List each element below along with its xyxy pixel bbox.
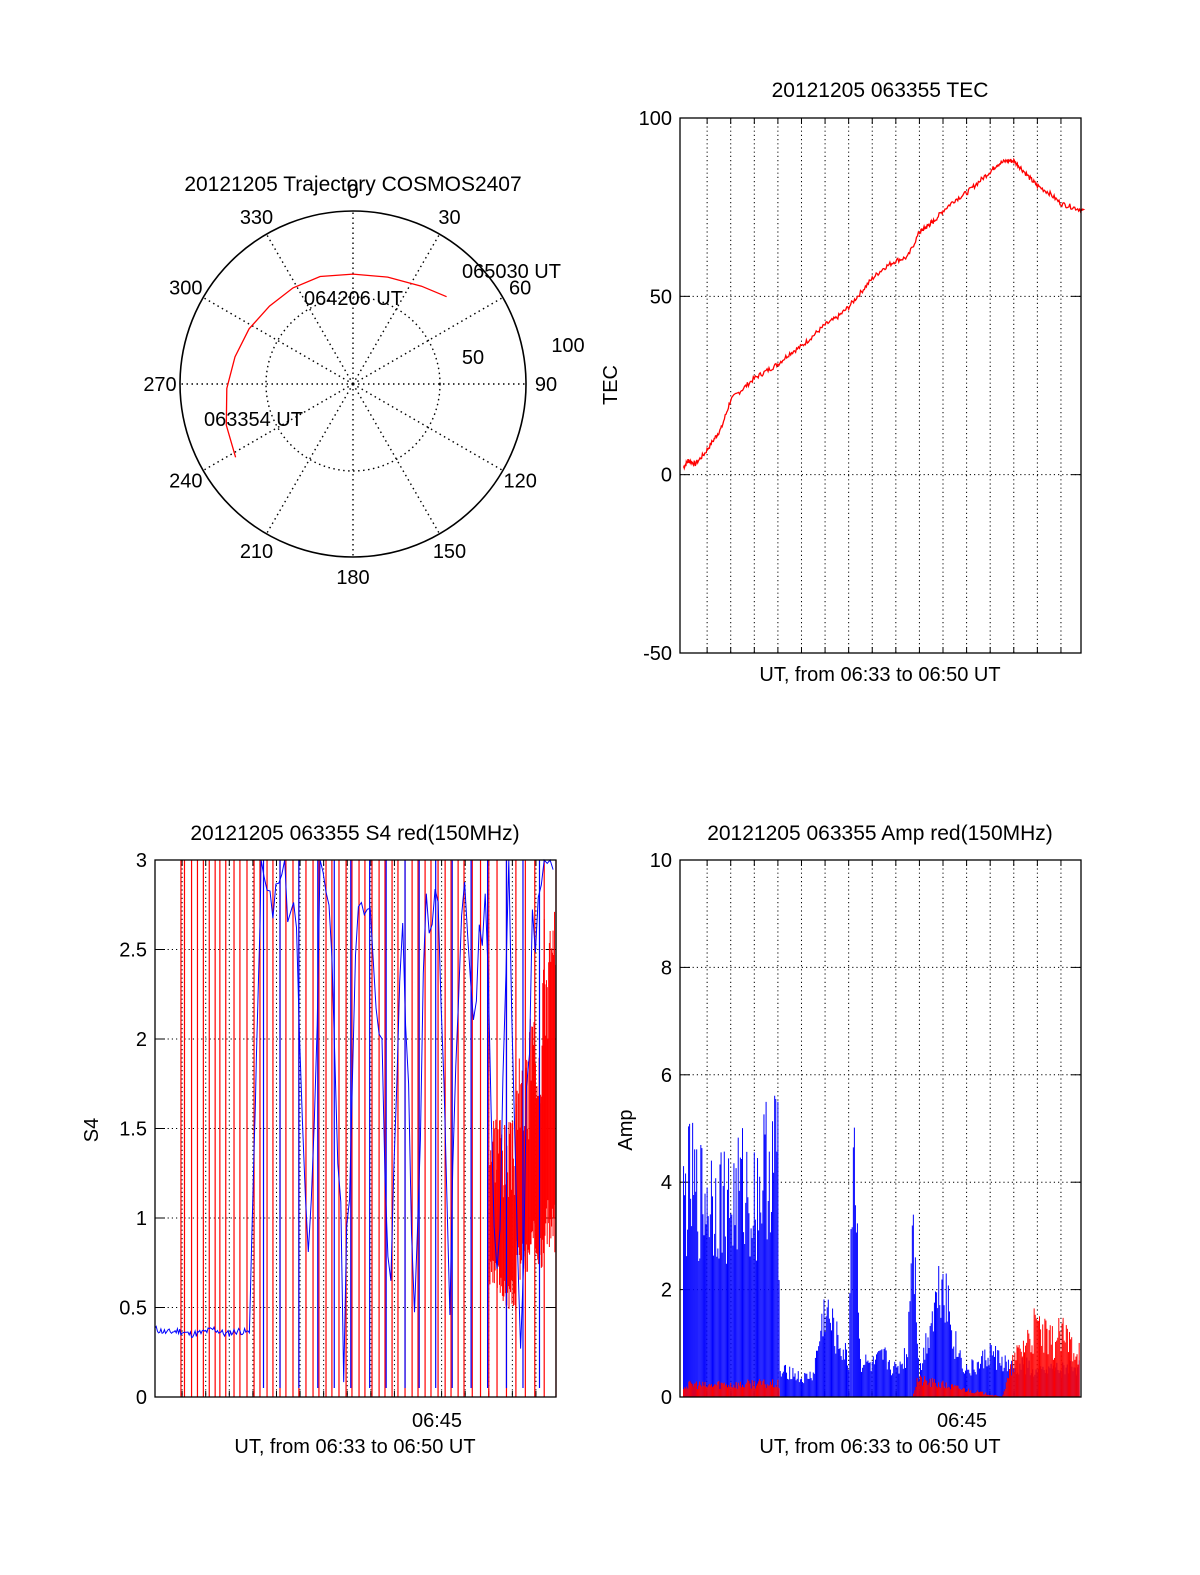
- amp-ytick-label-3: 4: [661, 1172, 672, 1194]
- annotation-mid-time: 064206 UT: [304, 288, 403, 310]
- tec-plot-frame: [679, 117, 1082, 654]
- s4-ytick-label-1: 2.5: [119, 940, 147, 962]
- annotation-end-time: 065030 UT: [462, 261, 561, 283]
- amp-ytick-label-5: 0: [661, 1387, 672, 1409]
- amp-title: 20121205 063355 Amp red(150MHz): [707, 822, 1053, 845]
- tec-x-axis-label: UT, from 06:33 to 06:50 UT: [759, 664, 1000, 686]
- amp-x-axis-label: UT, from 06:33 to 06:50 UT: [759, 1436, 1000, 1458]
- s4-ytick-label-6: 0: [136, 1387, 147, 1409]
- s4-ytick-label-4: 1: [136, 1208, 147, 1230]
- polar-inner-circle: [265, 296, 441, 472]
- azimuth-label-210: 210: [240, 541, 273, 563]
- azimuth-label-90: 90: [535, 374, 557, 396]
- azimuth-label-270: 270: [143, 374, 176, 396]
- azimuth-label-0: 0: [347, 181, 358, 203]
- tec-chart: 20121205 063355 TEC 100 50 0 -50 TEC UT, fr…: [600, 79, 1086, 686]
- trajectory-track: [225, 273, 447, 458]
- polar-spoke-120: [352, 383, 504, 472]
- tec-ytick-label-3: -50: [643, 643, 672, 665]
- polar-spokes: [180, 211, 526, 557]
- azimuth-label-30: 30: [438, 207, 460, 229]
- annotation-start-time: 063354 UT: [204, 409, 303, 431]
- s4-y-axis-label: S4: [81, 1118, 103, 1142]
- amp-y-axis-label: Amp: [615, 1109, 637, 1150]
- azimuth-label-180: 180: [336, 567, 369, 589]
- s4-x-tick-0645: 06:45: [412, 1410, 462, 1432]
- s4-plot-frame: [154, 859, 557, 1398]
- polar-spoke-150: [352, 383, 441, 535]
- s4-ytick-label-5: 0.5: [119, 1298, 147, 1320]
- azimuth-label-120: 120: [503, 471, 536, 493]
- polar-spoke-60: [352, 296, 504, 385]
- s4-red-series: [180, 860, 557, 1397]
- s4-ytick-label-3: 1.5: [119, 1119, 147, 1141]
- amp-ytick-label-2: 6: [661, 1065, 672, 1087]
- tec-title: 20121205 063355 TEC: [772, 79, 989, 102]
- trajectory-title: 20121205 Trajectory COSMOS2407: [184, 173, 521, 196]
- s4-x-axis-label: UT, from 06:33 to 06:50 UT: [234, 1436, 475, 1458]
- trajectory-polar-plot: 20121205 Trajectory COSMOS2407 0 30 60 90 12…: [143, 173, 584, 589]
- amp-y-tick-labels: 10 8 6 4 2 0: [650, 850, 672, 1409]
- tec-ytick-label-1: 50: [650, 286, 672, 308]
- tec-y-axis-label: TEC: [600, 365, 622, 405]
- polar-azimuth-labels: 0 30 60 90 120 150 180 210 240 270 300 330: [143, 181, 557, 589]
- tec-ytick-label-2: 0: [661, 465, 672, 487]
- amp-red-series: [683, 1308, 1080, 1397]
- amp-ytick-label-0: 10: [650, 850, 672, 872]
- tec-series-line: [682, 157, 1086, 471]
- azimuth-label-330: 330: [240, 207, 273, 229]
- s4-y-tick-labels: 3 2.5 2 1.5 1 0.5 0: [119, 850, 147, 1409]
- azimuth-label-60: 60: [509, 278, 531, 300]
- polar-outer-circle: [179, 210, 527, 558]
- radius-label-50: 50: [462, 347, 484, 369]
- tec-gridlines: [680, 117, 1081, 654]
- s4-ytick-label-0: 3: [136, 850, 147, 872]
- polar-spoke-300: [202, 296, 354, 385]
- azimuth-label-150: 150: [433, 541, 466, 563]
- s4-chart: 20121205 063355 S4 red(150MHz) 3 2.5 2 1.5 1…: [81, 822, 557, 1458]
- azimuth-label-240: 240: [169, 471, 202, 493]
- azimuth-label-300: 300: [169, 278, 202, 300]
- amp-ytick-label-1: 8: [661, 957, 672, 979]
- radius-label-100: 100: [551, 335, 584, 357]
- polar-spoke-330: [265, 233, 354, 385]
- s4-blue-line: [154, 858, 554, 1383]
- s4-ytick-label-2: 2: [136, 1029, 147, 1051]
- amp-chart: 20121205 063355 Amp red(150MHz) 1086420 …: [615, 822, 1082, 1458]
- amp-plot-frame: [679, 859, 1082, 1398]
- tec-y-tick-labels: 100 50 0 -50: [639, 108, 672, 665]
- amp-x-tick-0645: 06:45: [937, 1410, 987, 1432]
- polar-spoke-30: [352, 233, 441, 385]
- amp-ytick-label-4: 2: [661, 1280, 672, 1302]
- polar-spoke-240: [202, 383, 354, 472]
- s4-title: 20121205 063355 S4 red(150MHz): [190, 822, 519, 845]
- tec-ytick-label-0: 100: [639, 108, 672, 130]
- polar-spoke-210: [265, 383, 354, 535]
- amp-blue-series: [683, 1095, 1080, 1397]
- s4-blue-series: [154, 858, 554, 1389]
